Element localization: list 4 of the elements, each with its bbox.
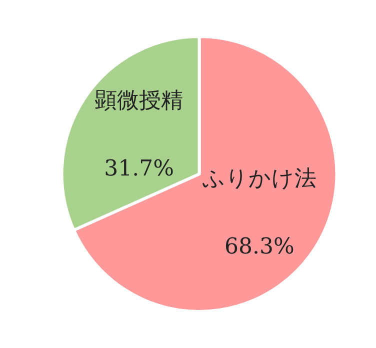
slice-label: 顕微授精 xyxy=(94,88,184,114)
slice-label: ふりかけ法 xyxy=(201,166,316,192)
data-label: 31.7% xyxy=(104,156,174,182)
data-label: 68.3% xyxy=(224,234,294,260)
